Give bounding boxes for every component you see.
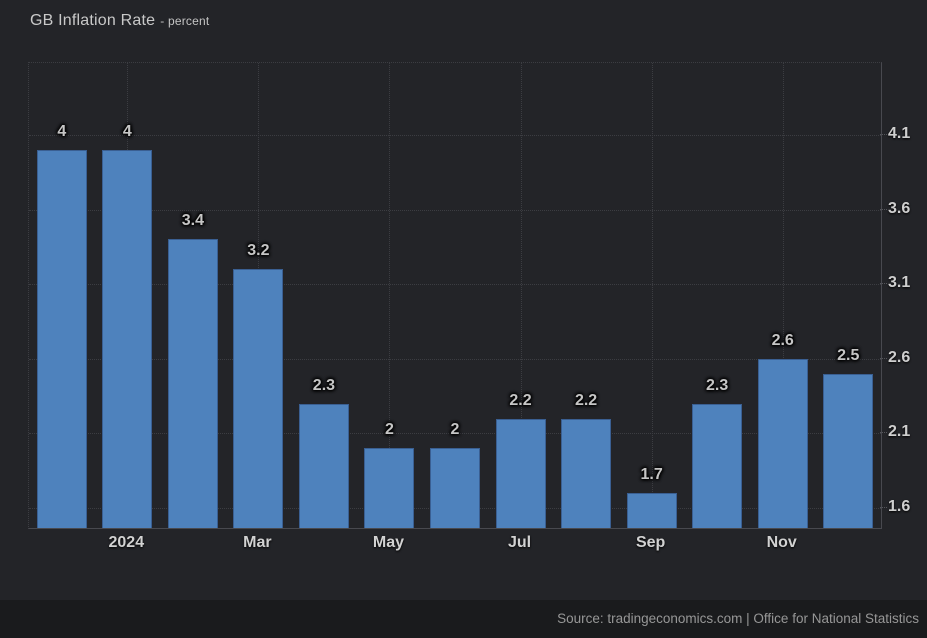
h-gridline bbox=[29, 135, 881, 137]
bar-value-label: 4 bbox=[122, 122, 132, 140]
y-tick-label: 3.6 bbox=[888, 199, 911, 217]
x-tick-label: Mar bbox=[243, 534, 272, 551]
bar-value-label: 2 bbox=[450, 421, 460, 439]
y-tick-label: 1.6 bbox=[888, 498, 911, 515]
y-axis-tick bbox=[880, 432, 887, 434]
chart-title: GB Inflation Rate - percent bbox=[30, 12, 209, 30]
x-tick-label: Sep bbox=[635, 534, 666, 551]
value-label-layer: 4 4 3.4 3.2 2.3 2 2 2.2 2.2 1.7 2.3 2.6 2.5 bbox=[29, 63, 881, 528]
footer-bar: Source: tradingeconomics.com | Office fo… bbox=[0, 600, 927, 638]
bar[interactable] bbox=[626, 493, 677, 528]
h-gridline bbox=[29, 284, 881, 286]
bar[interactable] bbox=[298, 403, 349, 528]
bar-value-label: 2.3 bbox=[706, 376, 729, 394]
y-tick-label: 2.6 bbox=[888, 348, 911, 366]
bar-value-label: 3.4 bbox=[181, 212, 204, 230]
v-gridline bbox=[651, 63, 653, 528]
v-gridline bbox=[389, 63, 391, 528]
bar[interactable] bbox=[495, 418, 546, 528]
h-gridline bbox=[29, 209, 881, 211]
y-axis-tick bbox=[880, 283, 887, 285]
chart-title-main: GB Inflation Rate bbox=[30, 12, 156, 29]
plot-area: 4 4 3.4 3.2 2.3 2 2 2.2 2.2 1.7 2.3 2.6 2.5 bbox=[28, 62, 882, 529]
bar-value-label: 2.5 bbox=[837, 346, 860, 364]
bar-value-label: 3.2 bbox=[247, 242, 270, 260]
bar[interactable] bbox=[233, 269, 284, 528]
y-tick-label: 4.1 bbox=[888, 125, 911, 143]
bar[interactable] bbox=[364, 448, 415, 528]
v-gridline bbox=[782, 63, 784, 528]
bar[interactable] bbox=[102, 149, 153, 528]
x-tick-label: 2024 bbox=[108, 534, 145, 551]
h-gridline bbox=[29, 433, 881, 435]
y-axis-tick bbox=[880, 357, 887, 359]
bar[interactable] bbox=[692, 403, 743, 528]
x-tick-label: May bbox=[372, 534, 405, 551]
bar-layer bbox=[29, 63, 881, 528]
bar[interactable] bbox=[430, 448, 480, 528]
y-axis-tick bbox=[880, 134, 887, 136]
bar[interactable] bbox=[167, 239, 218, 528]
bar-value-label: 2.6 bbox=[771, 331, 794, 349]
bar-value-label: 4 bbox=[57, 122, 67, 140]
bar[interactable] bbox=[823, 373, 874, 528]
bar-value-label: 1.7 bbox=[640, 466, 663, 484]
v-gridline bbox=[520, 63, 522, 528]
bar-value-label: 2.2 bbox=[574, 391, 598, 409]
x-tick-label: Nov bbox=[766, 534, 797, 551]
source-text: Source: tradingeconomics.com | Office fo… bbox=[557, 611, 919, 626]
bar-value-label: 2.3 bbox=[312, 376, 336, 394]
h-gridline bbox=[29, 358, 881, 360]
bar[interactable] bbox=[36, 149, 87, 528]
bar-value-label: 2.2 bbox=[509, 391, 532, 409]
bar[interactable] bbox=[561, 418, 612, 528]
chart-title-subtitle: - percent bbox=[160, 14, 210, 28]
y-axis-tick bbox=[880, 208, 887, 210]
y-axis-tick bbox=[880, 507, 887, 508]
x-tick-label: Jul bbox=[507, 534, 532, 551]
y-tick-label: 3.1 bbox=[888, 274, 911, 292]
bar[interactable] bbox=[757, 358, 808, 528]
bar-value-label: 2 bbox=[385, 421, 394, 439]
y-tick-label: 2.1 bbox=[888, 423, 911, 441]
